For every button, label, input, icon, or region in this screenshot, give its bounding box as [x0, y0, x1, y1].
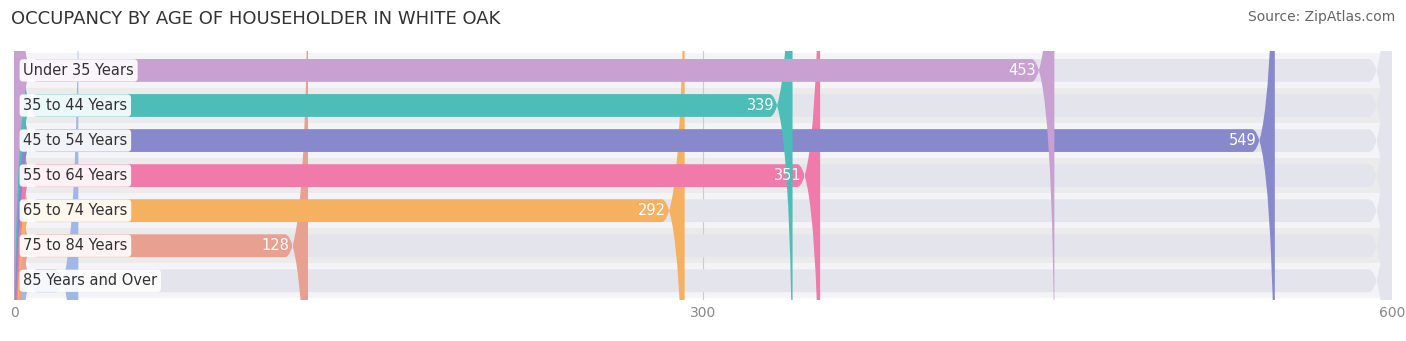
Text: Under 35 Years: Under 35 Years — [24, 63, 134, 78]
Text: 128: 128 — [262, 238, 290, 253]
Text: 55 to 64 Years: 55 to 64 Years — [24, 168, 128, 183]
Bar — [14, 123, 1392, 158]
Bar — [14, 228, 1392, 263]
Text: OCCUPANCY BY AGE OF HOUSEHOLDER IN WHITE OAK: OCCUPANCY BY AGE OF HOUSEHOLDER IN WHITE… — [11, 10, 501, 28]
Text: 45 to 54 Years: 45 to 54 Years — [24, 133, 128, 148]
Text: Source: ZipAtlas.com: Source: ZipAtlas.com — [1247, 10, 1395, 24]
FancyBboxPatch shape — [14, 0, 1275, 341]
Text: 75 to 84 Years: 75 to 84 Years — [24, 238, 128, 253]
Text: 549: 549 — [1229, 133, 1257, 148]
Bar — [14, 263, 1392, 298]
Text: 351: 351 — [775, 168, 801, 183]
FancyBboxPatch shape — [14, 0, 1392, 341]
FancyBboxPatch shape — [14, 0, 79, 341]
Bar — [14, 158, 1392, 193]
Text: 35 to 44 Years: 35 to 44 Years — [24, 98, 128, 113]
Bar — [14, 193, 1392, 228]
FancyBboxPatch shape — [14, 0, 793, 341]
FancyBboxPatch shape — [14, 0, 1392, 341]
FancyBboxPatch shape — [14, 0, 1392, 341]
FancyBboxPatch shape — [14, 0, 1392, 341]
FancyBboxPatch shape — [14, 0, 1392, 341]
Text: 28: 28 — [97, 273, 115, 288]
Text: 453: 453 — [1008, 63, 1036, 78]
Bar — [14, 88, 1392, 123]
FancyBboxPatch shape — [14, 0, 1392, 341]
Text: 65 to 74 Years: 65 to 74 Years — [24, 203, 128, 218]
Text: 85 Years and Over: 85 Years and Over — [24, 273, 157, 288]
FancyBboxPatch shape — [14, 0, 308, 341]
FancyBboxPatch shape — [14, 0, 1054, 341]
Bar — [14, 53, 1392, 88]
FancyBboxPatch shape — [14, 0, 1392, 341]
FancyBboxPatch shape — [14, 0, 685, 341]
Text: 292: 292 — [638, 203, 666, 218]
Text: 339: 339 — [747, 98, 775, 113]
FancyBboxPatch shape — [14, 0, 820, 341]
